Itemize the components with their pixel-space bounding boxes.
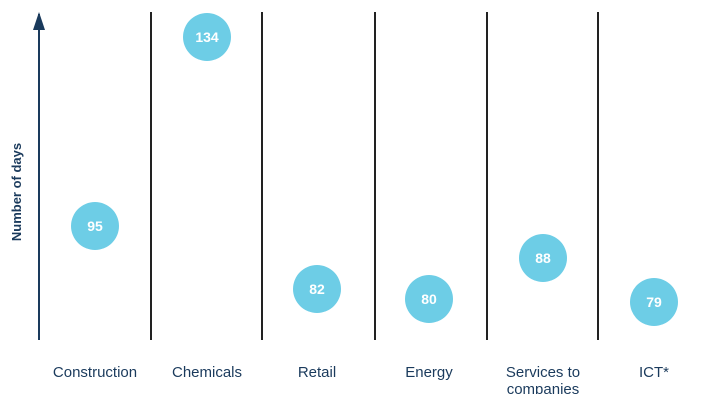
data-label-5: 88 xyxy=(535,250,551,266)
data-bubble-6 xyxy=(630,278,678,326)
data-bubble-5 xyxy=(519,234,567,282)
data-bubble-1 xyxy=(71,202,119,250)
data-bubble-2 xyxy=(183,13,231,61)
data-label-2: 134 xyxy=(195,29,219,45)
data-bubble-3 xyxy=(293,265,341,313)
category-label-3: Retail xyxy=(298,364,336,381)
data-bubble-4 xyxy=(405,275,453,323)
data-label-1: 95 xyxy=(87,218,103,234)
category-labels: Construction Chemicals Retail Energy Service… xyxy=(53,364,669,394)
category-dividers xyxy=(150,12,599,340)
data-label-4: 80 xyxy=(421,291,437,307)
data-label-6: 79 xyxy=(646,294,662,310)
y-axis-label: Number of days xyxy=(9,143,24,241)
category-label-5: Services to companies xyxy=(506,364,580,394)
category-label-4: Energy xyxy=(405,364,453,381)
data-bubbles: 95 134 82 80 88 79 xyxy=(71,13,678,326)
category-label-6: ICT* xyxy=(639,364,669,381)
arrow-head-icon xyxy=(33,12,45,30)
category-label-2: Chemicals xyxy=(172,364,242,381)
category-label-1: Construction xyxy=(53,364,137,381)
data-label-3: 82 xyxy=(309,281,325,297)
